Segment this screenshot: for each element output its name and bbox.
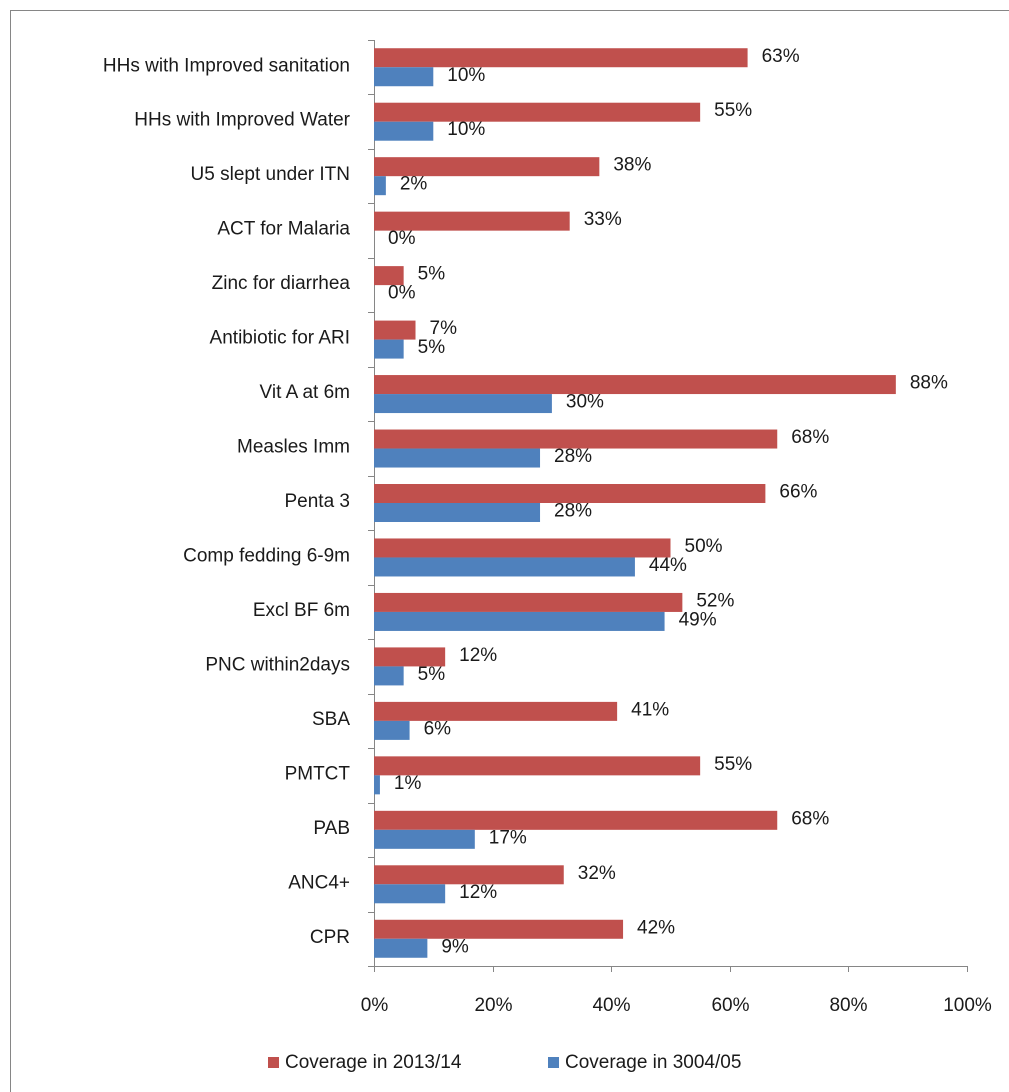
bar <box>374 538 671 558</box>
bar <box>374 176 386 196</box>
data-label: 0% <box>388 283 416 304</box>
y-tick-label: Comp fedding 6-9m <box>183 545 350 566</box>
bar <box>374 701 618 721</box>
bar <box>374 810 778 830</box>
bar <box>374 266 404 286</box>
y-tick-label: Penta 3 <box>285 491 351 512</box>
data-label: 5% <box>418 337 446 358</box>
legend-swatch <box>268 1057 279 1068</box>
y-tick-label: HHs with Improved sanitation <box>103 55 350 76</box>
x-tick-label: 0% <box>361 995 389 1016</box>
bar <box>374 919 624 939</box>
data-label: 63% <box>762 46 800 67</box>
bar <box>374 884 446 904</box>
bar <box>374 557 635 577</box>
data-label: 42% <box>637 917 675 938</box>
y-tick-label: PNC within2days <box>205 654 350 675</box>
bar <box>374 666 404 686</box>
bar <box>374 211 570 231</box>
y-tick-label: SBA <box>312 709 350 730</box>
bar <box>374 102 701 122</box>
data-label: 0% <box>388 228 416 249</box>
data-label: 12% <box>459 645 497 666</box>
x-tick-label: 80% <box>829 995 867 1016</box>
data-label: 52% <box>696 590 734 611</box>
data-label: 28% <box>554 501 592 522</box>
data-label: 17% <box>489 827 527 848</box>
x-tick-label: 60% <box>711 995 749 1016</box>
y-tick-label: Zinc for diarrhea <box>212 273 351 294</box>
chart-border <box>10 10 1009 1092</box>
data-label: 68% <box>791 808 829 829</box>
data-label: 49% <box>679 609 717 630</box>
bar <box>374 647 446 667</box>
data-label: 6% <box>424 718 452 739</box>
bar <box>374 67 434 87</box>
y-tick-label: HHs with Improved Water <box>134 110 350 131</box>
data-label: 2% <box>400 174 428 195</box>
data-label: 38% <box>613 155 651 176</box>
x-tick-label: 40% <box>592 995 630 1016</box>
bar <box>374 775 380 795</box>
bar <box>374 938 428 958</box>
data-label: 32% <box>578 863 616 884</box>
y-tick-label: U5 slept under ITN <box>191 164 350 185</box>
bar <box>374 756 701 776</box>
data-label: 10% <box>447 119 485 140</box>
data-label: 10% <box>447 65 485 86</box>
y-tick-label: Antibiotic for ARI <box>210 328 350 349</box>
data-label: 68% <box>791 427 829 448</box>
bar <box>374 503 541 522</box>
bar <box>374 829 475 849</box>
bar <box>374 394 552 414</box>
data-label: 1% <box>394 773 422 794</box>
legend-label: Coverage in 2013/14 <box>285 1052 462 1073</box>
data-label: 12% <box>459 882 497 903</box>
bar <box>374 121 434 141</box>
bar <box>374 720 410 740</box>
y-tick-label: CPR <box>310 927 350 948</box>
bar <box>374 865 564 885</box>
y-tick-label: Excl BF 6m <box>253 600 350 621</box>
bar <box>374 157 600 177</box>
bar <box>374 48 748 68</box>
legend-label: Coverage in 3004/05 <box>565 1052 741 1073</box>
data-label: 55% <box>714 754 752 775</box>
bar <box>374 429 778 449</box>
data-label: 30% <box>566 392 604 413</box>
data-label: 33% <box>584 209 622 230</box>
y-tick-label: PMTCT <box>285 763 351 784</box>
y-tick-label: ANC4+ <box>288 872 350 893</box>
data-label: 66% <box>779 482 817 503</box>
data-label: 5% <box>418 664 446 685</box>
y-tick-label: Measles Imm <box>237 437 350 458</box>
bar <box>374 611 665 631</box>
legend-swatch <box>548 1057 559 1068</box>
data-label: 41% <box>631 699 669 720</box>
x-tick-label: 20% <box>474 995 512 1016</box>
y-tick-label: ACT for Malaria <box>217 219 350 240</box>
data-label: 7% <box>430 318 458 339</box>
bar <box>374 375 896 395</box>
data-label: 28% <box>554 446 592 467</box>
bar <box>374 339 404 359</box>
data-label: 55% <box>714 100 752 121</box>
data-label: 9% <box>441 936 469 957</box>
bar <box>374 484 766 503</box>
bar <box>374 320 416 340</box>
y-tick-label: Vit A at 6m <box>260 382 350 403</box>
x-tick-label: 100% <box>943 995 992 1016</box>
bar <box>374 592 683 612</box>
data-label: 5% <box>418 264 446 285</box>
data-label: 50% <box>685 536 723 557</box>
data-label: 44% <box>649 555 687 576</box>
y-tick-label: PAB <box>313 818 350 839</box>
bar <box>374 448 541 468</box>
data-label: 88% <box>910 373 948 394</box>
